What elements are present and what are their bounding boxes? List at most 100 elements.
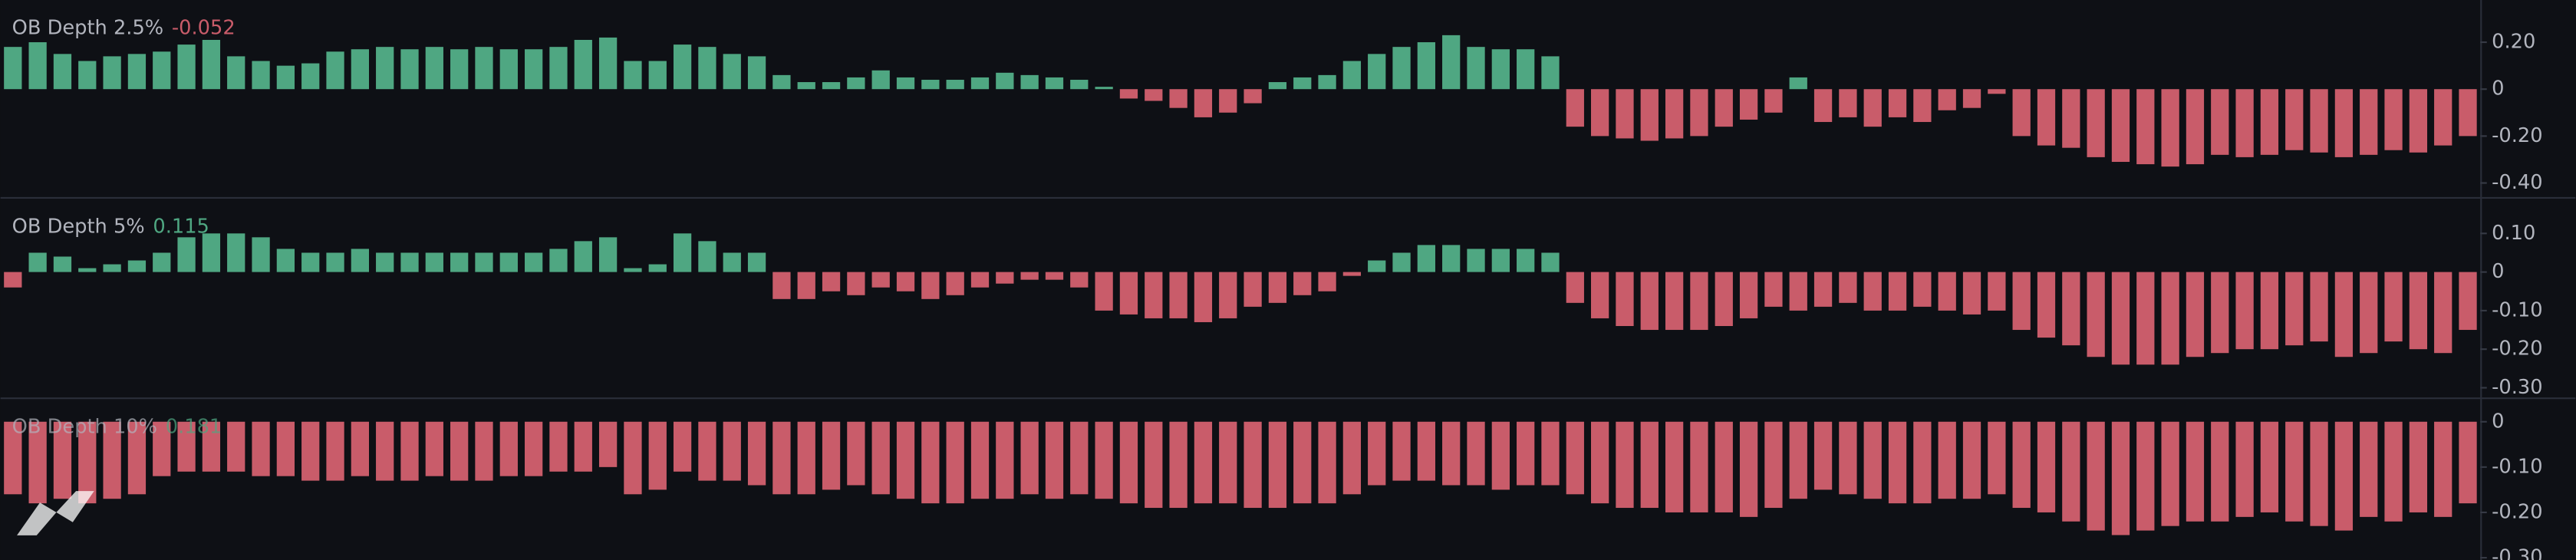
bar xyxy=(2459,89,2477,137)
bar xyxy=(1715,272,1733,327)
bar xyxy=(425,47,443,90)
bar xyxy=(996,272,1014,284)
bar xyxy=(1070,79,1089,90)
bar xyxy=(2285,89,2304,150)
bar xyxy=(450,252,469,272)
bar xyxy=(1268,421,1287,509)
bar xyxy=(2062,272,2080,346)
bar xyxy=(1467,47,1485,90)
bar xyxy=(970,77,990,90)
bar xyxy=(847,77,865,90)
bar xyxy=(673,233,692,272)
bar xyxy=(772,421,791,495)
bar xyxy=(127,260,147,272)
bar xyxy=(351,249,369,272)
bar xyxy=(1417,42,1435,90)
y-tick-label: -0.10 xyxy=(2492,455,2542,478)
bar xyxy=(2384,272,2403,342)
bar xyxy=(1145,272,1163,318)
bar xyxy=(2334,89,2354,157)
bar xyxy=(996,421,1014,499)
bar xyxy=(2087,89,2105,157)
bar xyxy=(2334,272,2354,357)
bar xyxy=(2136,421,2155,531)
bar xyxy=(822,272,841,292)
bar xyxy=(53,256,72,272)
bar xyxy=(1715,421,1733,512)
bar xyxy=(252,237,270,272)
bar xyxy=(1491,421,1510,490)
bar xyxy=(747,252,766,272)
bar xyxy=(499,252,518,272)
bar xyxy=(1342,272,1362,276)
bar xyxy=(1368,54,1386,90)
bar xyxy=(1368,421,1386,486)
bar xyxy=(1764,272,1783,307)
bar xyxy=(1888,89,1907,117)
bar xyxy=(276,249,295,272)
pane-legend: OB Depth 2.5% -0.052 xyxy=(12,16,236,39)
bar xyxy=(1020,74,1039,90)
bar xyxy=(1665,421,1684,512)
bar xyxy=(1442,421,1461,486)
bar xyxy=(1962,421,1981,499)
bar xyxy=(202,233,221,272)
bar xyxy=(1665,89,1684,139)
bar xyxy=(2037,421,2056,512)
bar xyxy=(1764,89,1783,113)
bar xyxy=(4,421,22,495)
bar xyxy=(549,47,568,90)
bar xyxy=(2409,272,2428,350)
bar xyxy=(2409,421,2428,512)
bar xyxy=(326,51,344,90)
bar xyxy=(301,63,320,90)
bar xyxy=(772,74,791,90)
bar xyxy=(153,51,171,90)
bar xyxy=(747,421,766,486)
bar xyxy=(2459,272,2477,331)
bar xyxy=(2111,272,2130,365)
bar xyxy=(1988,89,2006,94)
bar xyxy=(78,61,97,90)
bar xyxy=(772,272,791,299)
bar xyxy=(450,49,469,90)
bar xyxy=(1169,272,1188,318)
bar xyxy=(1219,89,1237,113)
bar xyxy=(1293,272,1312,295)
bar xyxy=(1442,245,1461,272)
bar xyxy=(1813,272,1833,307)
bar xyxy=(2062,89,2080,148)
y-tick-label: -0.20 xyxy=(2492,338,2542,361)
bar xyxy=(1863,272,1882,311)
last-value: 0.181 xyxy=(166,415,222,438)
bar xyxy=(1293,77,1312,90)
bar xyxy=(2161,421,2179,526)
bar xyxy=(227,421,245,472)
bar xyxy=(946,421,964,504)
bar xyxy=(871,70,890,90)
bar xyxy=(847,421,865,486)
bar xyxy=(376,421,394,481)
bar xyxy=(1962,89,1981,108)
bar xyxy=(2186,89,2205,165)
bar xyxy=(1169,89,1188,108)
bar xyxy=(78,268,97,272)
bar xyxy=(376,252,394,272)
bar xyxy=(227,56,245,90)
pane-legend: OB Depth 10% 0.181 xyxy=(12,415,222,438)
bar xyxy=(698,421,716,481)
bar xyxy=(1988,421,2006,495)
bar xyxy=(1616,89,1634,139)
y-tick-label: -0.10 xyxy=(2492,298,2542,321)
bar xyxy=(475,252,493,272)
bar xyxy=(1616,272,1634,327)
bar xyxy=(301,421,320,481)
bar xyxy=(1813,89,1833,123)
bar xyxy=(28,42,47,90)
bar xyxy=(1070,272,1089,288)
bar xyxy=(2012,89,2031,137)
bar xyxy=(1268,272,1287,303)
bar xyxy=(574,421,592,472)
bar xyxy=(475,47,493,90)
bar xyxy=(624,61,642,90)
